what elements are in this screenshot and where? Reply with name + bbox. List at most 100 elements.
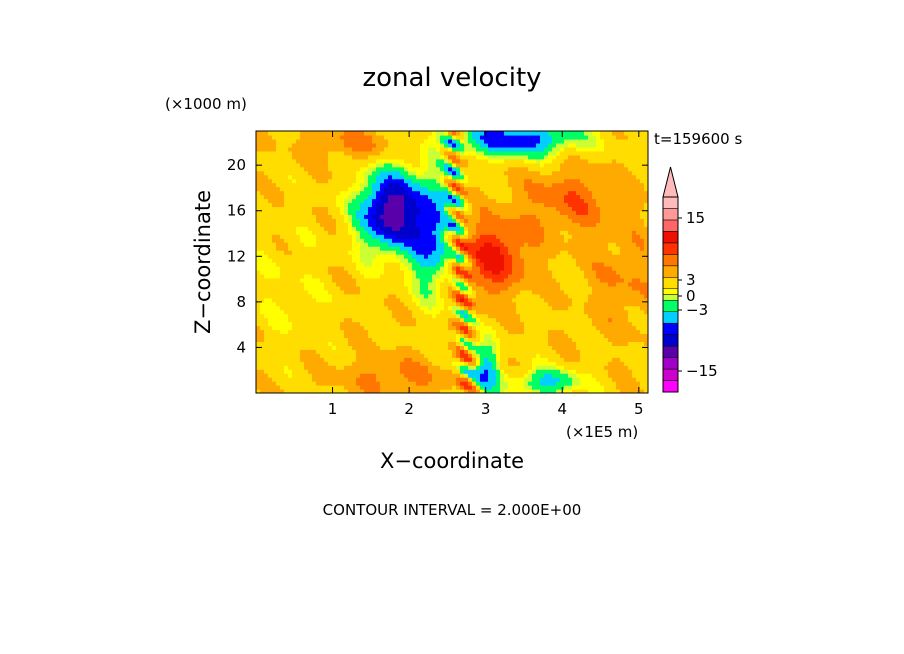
- field-cell: [276, 301, 281, 307]
- field-cell: [572, 301, 577, 307]
- field-cell: [284, 365, 289, 370]
- field-cell: [536, 218, 541, 223]
- field-cell: [292, 373, 297, 378]
- field-cell: [536, 333, 541, 339]
- field-cell: [260, 389, 265, 393]
- field-cell: [300, 190, 305, 196]
- field-cell: [600, 297, 605, 303]
- field-cell: [576, 297, 581, 303]
- field-cell: [616, 285, 621, 291]
- field-cell: [448, 230, 453, 235]
- field-cell: [280, 210, 285, 215]
- field-cell: [328, 222, 333, 227]
- field-cell: [464, 285, 469, 291]
- field-cell: [460, 258, 465, 263]
- field-cell: [572, 230, 577, 235]
- field-cell: [528, 309, 533, 315]
- field-cell: [340, 258, 345, 263]
- field-cell: [576, 341, 581, 346]
- field-cell: [444, 262, 449, 267]
- field-cell: [468, 285, 473, 291]
- field-cell: [260, 293, 265, 299]
- field-cell: [492, 349, 497, 354]
- field-cell: [456, 285, 461, 291]
- field-cell: [644, 325, 648, 331]
- field-cell: [268, 198, 273, 204]
- field-cell: [596, 190, 601, 196]
- field-cell: [388, 353, 393, 358]
- field-cell: [268, 246, 273, 251]
- field-cell: [292, 202, 297, 208]
- field-cell: [400, 258, 405, 263]
- field-cell: [632, 345, 637, 350]
- field-cell: [612, 206, 617, 211]
- field-cell: [396, 329, 401, 335]
- field-cell: [260, 289, 265, 295]
- field-cell: [480, 226, 485, 231]
- field-cell: [596, 265, 601, 271]
- field-cell: [616, 293, 621, 299]
- field-cell: [504, 262, 509, 267]
- field-cell: [528, 206, 533, 211]
- field-cell: [396, 389, 401, 393]
- field-cell: [376, 190, 381, 196]
- field-cell: [632, 190, 637, 196]
- field-cell: [308, 357, 313, 362]
- field-cell: [308, 214, 313, 219]
- field-cell: [424, 198, 429, 204]
- field-cell: [476, 293, 481, 299]
- field-cell: [548, 309, 553, 315]
- field-cell: [460, 301, 465, 307]
- field-cell: [576, 218, 581, 223]
- field-cell: [424, 353, 429, 358]
- field-cell: [308, 289, 313, 295]
- field-cell: [264, 234, 269, 239]
- field-cell: [260, 277, 265, 283]
- field-cell: [292, 269, 297, 275]
- field-cell: [412, 242, 417, 247]
- field-cell: [352, 353, 357, 358]
- field-cell: [264, 301, 269, 307]
- field-cell: [284, 285, 289, 291]
- field-cell: [532, 317, 537, 323]
- field-cell: [616, 246, 621, 251]
- field-cell: [384, 385, 389, 390]
- field-cell: [444, 313, 449, 319]
- field-cell: [412, 301, 417, 307]
- field-cell: [300, 365, 305, 370]
- field-cell: [276, 349, 281, 354]
- field-cell: [264, 369, 269, 374]
- field-cell: [500, 305, 505, 311]
- field-cell: [300, 329, 305, 335]
- field-cell: [524, 265, 529, 271]
- field-cell: [632, 265, 637, 271]
- field-cell: [552, 321, 557, 327]
- field-cell: [276, 210, 281, 215]
- field-cell: [360, 305, 365, 311]
- field-cell: [572, 277, 577, 283]
- field-cell: [572, 329, 577, 335]
- field-cell: [604, 373, 609, 378]
- field-cell: [336, 313, 341, 319]
- field-cell: [612, 293, 617, 299]
- field-cell: [552, 289, 557, 295]
- field-cell: [440, 365, 445, 370]
- field-cell: [596, 381, 601, 386]
- field-cell: [332, 305, 337, 311]
- field-cell: [348, 258, 353, 263]
- field-cell: [336, 198, 341, 204]
- field-cell: [552, 285, 557, 291]
- field-cell: [500, 194, 505, 200]
- field-cell: [596, 385, 601, 390]
- field-cell: [548, 333, 553, 339]
- field-cell: [640, 210, 645, 215]
- field-cell: [408, 246, 413, 251]
- field-cell: [256, 381, 261, 386]
- field-cell: [508, 281, 513, 287]
- field-cell: [480, 345, 485, 350]
- field-cell: [540, 250, 545, 255]
- field-cell: [256, 349, 261, 354]
- field-cell: [472, 242, 477, 247]
- field-cell: [496, 313, 501, 319]
- field-cell: [420, 341, 425, 346]
